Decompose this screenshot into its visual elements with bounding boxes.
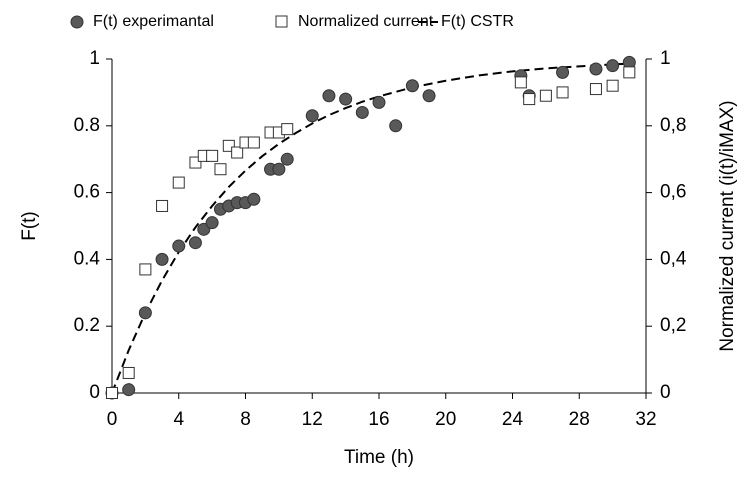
legend-marker — [275, 15, 288, 28]
y2-axis-title: Normalized current (i(t)/iMAX) — [717, 100, 738, 351]
y2-tick-label: 1 — [660, 48, 671, 69]
x-tick-label: 20 — [435, 409, 456, 430]
y2-tick-label: 0,8 — [660, 115, 686, 136]
data-point — [205, 216, 219, 230]
x-tick-label: 28 — [569, 409, 590, 430]
y-tick-label: 0 — [89, 382, 100, 403]
data-line — [111, 62, 630, 394]
y-tick-label: 1 — [89, 48, 100, 69]
data-point — [539, 89, 552, 102]
x-tick-label: 32 — [635, 409, 656, 430]
data-point — [523, 93, 536, 106]
data-point — [514, 76, 527, 89]
y-tick-label: 0.4 — [74, 248, 101, 269]
data-point — [106, 387, 118, 399]
data-point — [422, 89, 436, 103]
data-point — [606, 79, 619, 92]
data-point — [405, 79, 419, 93]
y-tick-label: 0.8 — [74, 115, 100, 136]
y-axis-title: F(t) — [19, 211, 40, 241]
data-point — [122, 383, 136, 397]
x-tick-label: 0 — [107, 409, 118, 430]
data-point — [305, 109, 319, 123]
data-point — [247, 192, 261, 206]
data-point — [280, 152, 294, 166]
data-point — [189, 156, 202, 169]
legend-label: Normalized current — [298, 13, 434, 30]
y-tick-label: 0.6 — [74, 182, 100, 203]
data-point — [556, 86, 569, 99]
data-point — [222, 139, 235, 152]
data-point — [372, 95, 386, 109]
x-tick-label: 16 — [368, 409, 389, 430]
data-point — [214, 163, 227, 176]
data-point — [139, 263, 152, 276]
data-point — [589, 83, 602, 96]
data-point — [623, 66, 636, 79]
data-point — [389, 119, 403, 133]
data-point — [122, 366, 135, 379]
data-point — [188, 236, 202, 250]
data-point — [355, 105, 369, 119]
data-point — [589, 62, 603, 76]
data-point — [281, 123, 294, 136]
data-point — [556, 65, 570, 79]
y2-tick-label: 0,6 — [660, 182, 686, 203]
y2-tick-label: 0 — [660, 382, 671, 403]
data-point — [339, 92, 353, 106]
data-point — [247, 136, 260, 149]
data-point — [172, 239, 186, 253]
y-tick-label: 0.2 — [74, 315, 100, 336]
data-point — [272, 162, 286, 176]
legend-label: F(t) CSTR — [441, 13, 514, 30]
y2-tick-label: 0,2 — [660, 315, 686, 336]
data-point — [172, 176, 185, 189]
data-point — [155, 252, 169, 266]
x-tick-label: 24 — [502, 409, 524, 430]
data-point — [206, 149, 219, 162]
legend-label: F(t) experimantal — [93, 13, 214, 30]
x-tick-label: 4 — [173, 409, 184, 430]
data-point — [322, 89, 336, 103]
legend-marker — [70, 15, 84, 29]
y2-tick-label: 0,4 — [660, 248, 687, 269]
data-point — [231, 146, 244, 159]
data-point — [138, 306, 152, 320]
x-tick-label: 12 — [302, 409, 323, 430]
data-point — [156, 199, 169, 212]
data-point — [606, 59, 620, 73]
x-tick-label: 8 — [240, 409, 251, 430]
x-axis-title: Time (h) — [344, 447, 414, 468]
